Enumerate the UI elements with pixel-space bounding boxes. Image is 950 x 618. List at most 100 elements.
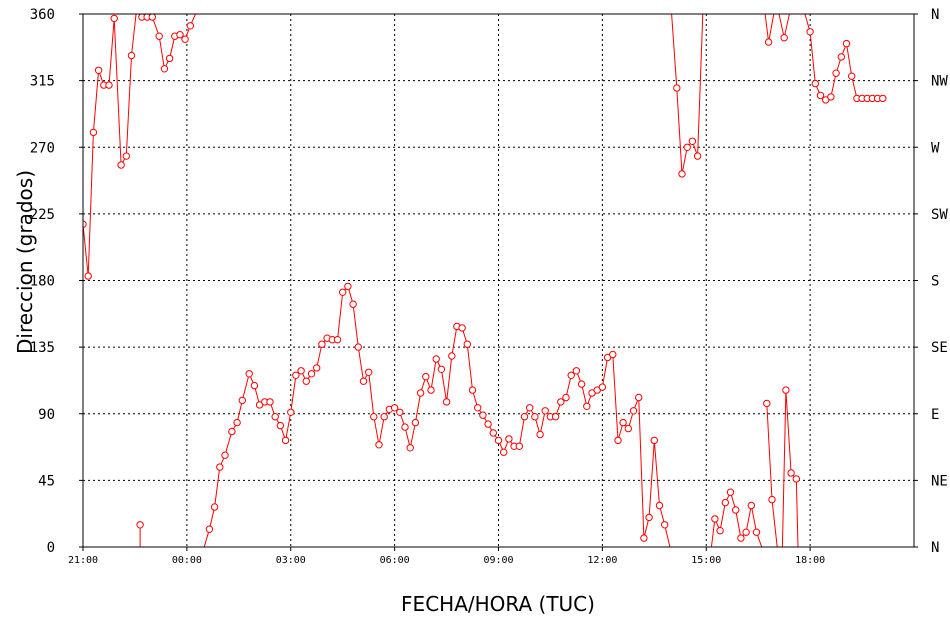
series-line bbox=[83, 14, 196, 277]
data-point bbox=[155, 32, 163, 40]
data-point bbox=[520, 413, 529, 421]
data-point bbox=[186, 22, 195, 30]
data-point bbox=[567, 371, 575, 379]
y-axis-ticks: 0 45 90 135 180 225 270 315 360 bbox=[30, 7, 918, 556]
data-point bbox=[205, 525, 214, 533]
data-point bbox=[390, 404, 399, 412]
data-point bbox=[635, 393, 643, 402]
data-point bbox=[526, 404, 534, 412]
data-point bbox=[806, 28, 814, 36]
data-point bbox=[645, 513, 653, 522]
data-point bbox=[678, 170, 686, 178]
series-line bbox=[766, 403, 778, 547]
data-point bbox=[221, 451, 229, 459]
series-line bbox=[710, 490, 763, 547]
data-point bbox=[281, 436, 290, 445]
x-tick-label: 09:00 bbox=[483, 555, 513, 566]
data-point bbox=[375, 441, 383, 449]
data-point bbox=[737, 534, 745, 542]
data-point bbox=[792, 475, 800, 483]
data-point bbox=[411, 418, 420, 427]
data-point bbox=[318, 340, 326, 348]
data-point bbox=[148, 14, 156, 21]
compass-label: W bbox=[931, 140, 940, 156]
data-point bbox=[624, 424, 632, 433]
data-point bbox=[536, 430, 544, 439]
data-point bbox=[422, 373, 430, 381]
data-point bbox=[832, 69, 840, 77]
data-point bbox=[557, 398, 565, 406]
data-point bbox=[494, 436, 503, 445]
y-tick-label: 360 bbox=[30, 7, 55, 23]
data-point bbox=[287, 408, 295, 416]
data-point bbox=[117, 161, 125, 169]
data-point bbox=[673, 84, 681, 92]
data-point bbox=[683, 143, 691, 152]
x-axis-ticks: 21:00 00:00 03:00 06:00 09:00 12:00 15:00 18:00 bbox=[68, 547, 825, 566]
x-tick-label: 03:00 bbox=[276, 555, 306, 566]
data-point bbox=[780, 34, 788, 42]
x-tick-label: 00:00 bbox=[172, 555, 202, 566]
compass-label: E bbox=[931, 407, 939, 423]
data-point bbox=[110, 14, 118, 23]
y-tick-label: 90 bbox=[38, 407, 55, 423]
data-point bbox=[416, 389, 425, 397]
data-point bbox=[442, 398, 451, 406]
data-point bbox=[292, 371, 300, 379]
y-tick-label: 0 bbox=[47, 540, 55, 556]
data-point bbox=[655, 501, 664, 510]
compass-label: SW bbox=[931, 207, 948, 223]
data-point bbox=[84, 272, 92, 280]
data-point bbox=[598, 383, 607, 391]
data-point bbox=[640, 534, 648, 542]
data-point bbox=[484, 420, 492, 428]
data-point bbox=[105, 81, 113, 89]
data-point bbox=[136, 521, 144, 529]
y-tick-label: 135 bbox=[30, 340, 55, 356]
compass-label: SE bbox=[931, 340, 948, 356]
compass-label: NE bbox=[931, 473, 948, 489]
data-point bbox=[752, 528, 761, 536]
data-point bbox=[787, 469, 795, 477]
data-point bbox=[726, 488, 735, 496]
data-point bbox=[365, 368, 373, 376]
data-point bbox=[271, 413, 279, 421]
data-point bbox=[562, 393, 570, 402]
data-point bbox=[661, 521, 669, 529]
data-point bbox=[763, 399, 771, 408]
grid bbox=[83, 14, 914, 547]
data-point bbox=[297, 367, 305, 375]
data-point bbox=[354, 343, 362, 351]
data-point bbox=[848, 72, 856, 80]
data-point bbox=[427, 386, 435, 394]
data-point bbox=[127, 51, 136, 60]
series-line bbox=[764, 14, 775, 43]
x-tick-label: 15:00 bbox=[691, 555, 721, 566]
x-tick-label: 06:00 bbox=[380, 555, 410, 566]
compass-axis-labels: N NE E SE S SW W NW N bbox=[931, 7, 948, 556]
data-point bbox=[313, 364, 321, 372]
data-point bbox=[721, 498, 729, 507]
data-point bbox=[541, 407, 549, 415]
data-point bbox=[879, 94, 887, 103]
x-tick-label: 12:00 bbox=[587, 555, 617, 566]
data-point bbox=[732, 506, 740, 514]
data-point bbox=[370, 413, 378, 421]
data-point bbox=[479, 411, 487, 419]
data-point bbox=[307, 370, 316, 378]
data-point bbox=[572, 367, 581, 375]
data-point bbox=[711, 515, 719, 523]
data-point bbox=[160, 65, 169, 73]
data-point bbox=[238, 396, 247, 405]
y-tick-label: 270 bbox=[30, 140, 55, 156]
data-point bbox=[396, 408, 404, 416]
series-direction bbox=[83, 14, 887, 547]
data-point bbox=[94, 66, 103, 75]
data-point bbox=[742, 528, 750, 536]
data-point bbox=[228, 427, 236, 436]
data-point bbox=[176, 31, 184, 39]
data-point bbox=[837, 53, 845, 61]
data-point bbox=[245, 370, 253, 378]
data-point bbox=[122, 152, 131, 160]
